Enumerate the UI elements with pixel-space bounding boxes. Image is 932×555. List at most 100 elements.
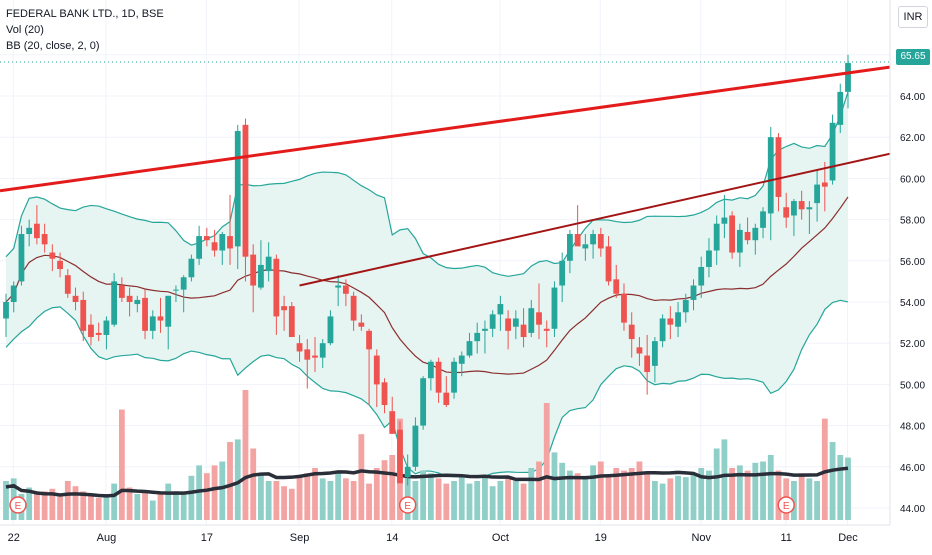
- bb-lower-band: [5, 299, 849, 478]
- candle-body: [721, 217, 728, 224]
- candle-body: [636, 347, 643, 354]
- volume-bar: [366, 483, 372, 520]
- candle-body: [242, 124, 249, 257]
- volume-bar: [427, 473, 434, 520]
- candle-body: [520, 324, 527, 338]
- volume-bar: [451, 481, 457, 520]
- volume-bar: [203, 473, 210, 520]
- volume-bar: [651, 481, 658, 520]
- volume-bar: [227, 442, 233, 520]
- x-tick-label: 22: [8, 532, 20, 544]
- candle-body: [80, 299, 87, 331]
- candle-body: [3, 302, 9, 319]
- candle-body: [234, 131, 241, 247]
- x-tick-label: Nov: [691, 532, 711, 544]
- y-tick-label: 58.00: [900, 216, 925, 227]
- volume-bar: [111, 483, 118, 520]
- volume-bar: [34, 494, 40, 520]
- candle-body: [482, 328, 488, 331]
- volume-bar: [296, 475, 303, 520]
- candle-body: [188, 258, 195, 278]
- volume-bar: [281, 486, 287, 520]
- candle-body: [203, 236, 210, 241]
- candle-body: [605, 246, 612, 282]
- candle-body: [512, 318, 519, 327]
- symbol-title[interactable]: FEDERAL BANK LTD., 1D, BSE: [6, 8, 164, 20]
- candle-body: [420, 378, 427, 426]
- candle-body: [798, 201, 805, 210]
- candle-body: [613, 279, 620, 294]
- volume-bar: [41, 491, 48, 520]
- candle-body: [381, 382, 388, 405]
- volume-bar: [520, 483, 527, 520]
- volume-bar: [474, 481, 481, 520]
- volume-bar: [49, 488, 56, 520]
- candle-body: [288, 306, 295, 338]
- volume-bar: [706, 470, 712, 520]
- volume-bar: [420, 470, 427, 520]
- volume-indicator-label[interactable]: Vol (20): [6, 24, 44, 36]
- volume-bar: [729, 468, 736, 520]
- candle-body: [667, 318, 674, 325]
- candle-body: [304, 349, 311, 360]
- earnings-marker: [777, 496, 795, 514]
- candle-body: [690, 285, 697, 300]
- candle-body: [466, 341, 473, 356]
- candle-body: [628, 324, 635, 340]
- lower-trendline: [299, 152, 891, 287]
- volume-bar: [327, 481, 334, 520]
- candle-body: [157, 316, 164, 321]
- candle-body: [412, 425, 419, 467]
- volume-bar: [26, 487, 33, 520]
- bb-indicator-label[interactable]: BB (20, close, 2, 0): [6, 40, 100, 52]
- volume-bar: [497, 481, 504, 520]
- volume-bar: [242, 390, 249, 520]
- volume-bar: [304, 473, 311, 520]
- volume-bar: [505, 478, 512, 520]
- volume-bar: [736, 465, 743, 520]
- candle-body: [536, 312, 542, 325]
- candle-body: [342, 285, 349, 294]
- bollinger-bands: [5, 91, 849, 478]
- candle-body: [574, 234, 581, 247]
- volume-bar: [319, 478, 326, 520]
- volume-bar: [134, 494, 141, 520]
- chart-legend: FEDERAL BANK LTD., 1D, BSE Vol (20) BB (…: [6, 6, 164, 54]
- volume-bar: [821, 418, 828, 520]
- candle-body: [397, 429, 403, 484]
- y-tick-label: 64.00: [900, 92, 925, 103]
- volume-bar: [621, 470, 627, 520]
- volume-bar: [543, 403, 550, 520]
- candle-body: [821, 182, 828, 187]
- candle-body: [744, 231, 751, 241]
- volume-bar: [597, 461, 604, 520]
- axes: 44.00 46.00 48.00 50.00 52.00 54.00 56.00 58.00…: [0, 0, 925, 544]
- volume-bar: [250, 448, 257, 520]
- x-tick-label: Aug: [97, 532, 117, 544]
- volume-bar: [667, 478, 674, 520]
- volume-bar: [381, 460, 388, 520]
- candle-body: [389, 411, 396, 434]
- candle-body: [582, 244, 589, 249]
- candle-body: [134, 299, 141, 305]
- candle-body: [373, 355, 380, 385]
- upper-trendline: [0, 65, 891, 193]
- x-tick-label: 11: [780, 532, 791, 544]
- volume-bar: [312, 468, 318, 520]
- candle-body: [837, 91, 844, 125]
- volume-bar: [149, 500, 156, 520]
- candle-body: [142, 297, 148, 331]
- volume-bar: [791, 481, 797, 520]
- currency-badge[interactable]: INR: [898, 6, 928, 28]
- volume-bar: [342, 478, 349, 520]
- candle-body: [621, 293, 627, 323]
- volume-bar: [219, 461, 226, 520]
- candle-body: [783, 207, 790, 218]
- candle-body: [335, 285, 342, 288]
- candle-body: [528, 308, 535, 333]
- y-tick-label: 60.00: [900, 174, 925, 185]
- candle-body: [149, 316, 156, 331]
